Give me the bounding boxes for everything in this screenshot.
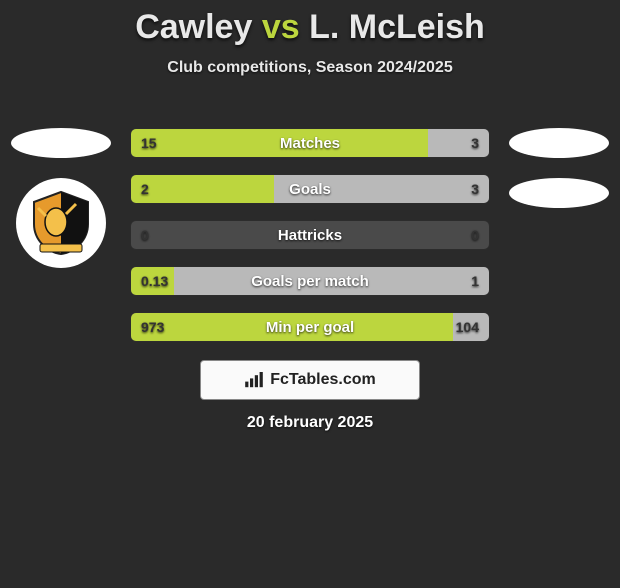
stats-bars: 153Matches 23Goals 0 0Hattricks 0.131Goals p… xyxy=(130,128,490,358)
club-crest-icon xyxy=(26,188,96,258)
right-team-ellipse-2 xyxy=(509,178,609,208)
stat-row: 973104Min per goal xyxy=(130,312,490,342)
vs-separator: vs xyxy=(252,8,309,46)
stat-label: Hattricks xyxy=(131,221,489,249)
stat-value-right: 0 xyxy=(471,221,479,249)
player-right-name: L. McLeish xyxy=(309,8,485,46)
page-title: Cawley vs L. McLeish xyxy=(0,8,620,47)
left-team-ellipse xyxy=(11,128,111,158)
right-team-ellipse-1 xyxy=(509,128,609,158)
stat-bar-right xyxy=(453,313,489,341)
player-left-name: Cawley xyxy=(135,8,252,46)
stat-bar-right xyxy=(428,129,489,157)
stat-bar-left xyxy=(131,129,428,157)
left-club-badge xyxy=(16,178,106,268)
stat-row: 153Matches xyxy=(130,128,490,158)
stat-bar-right xyxy=(274,175,489,203)
stat-row: 23Goals xyxy=(130,174,490,204)
stat-row: 0.131Goals per match xyxy=(130,266,490,296)
left-logo-column xyxy=(6,128,116,268)
footer-date: 20 february 2025 xyxy=(0,414,620,432)
brand-badge: FcTables.com xyxy=(200,360,420,400)
right-logo-column xyxy=(504,128,614,228)
subtitle: Club competitions, Season 2024/2025 xyxy=(0,59,620,77)
stat-bar-left xyxy=(131,175,274,203)
footer: FcTables.com 20 february 2025 xyxy=(0,360,620,432)
stat-bar-left xyxy=(131,313,453,341)
bars-icon xyxy=(244,372,264,388)
stat-bar-left xyxy=(131,267,174,295)
stat-value-left: 0 xyxy=(141,221,149,249)
brand-text: FcTables.com xyxy=(270,371,376,389)
stat-row: 0 0Hattricks xyxy=(130,220,490,250)
stat-bar-right xyxy=(174,267,489,295)
